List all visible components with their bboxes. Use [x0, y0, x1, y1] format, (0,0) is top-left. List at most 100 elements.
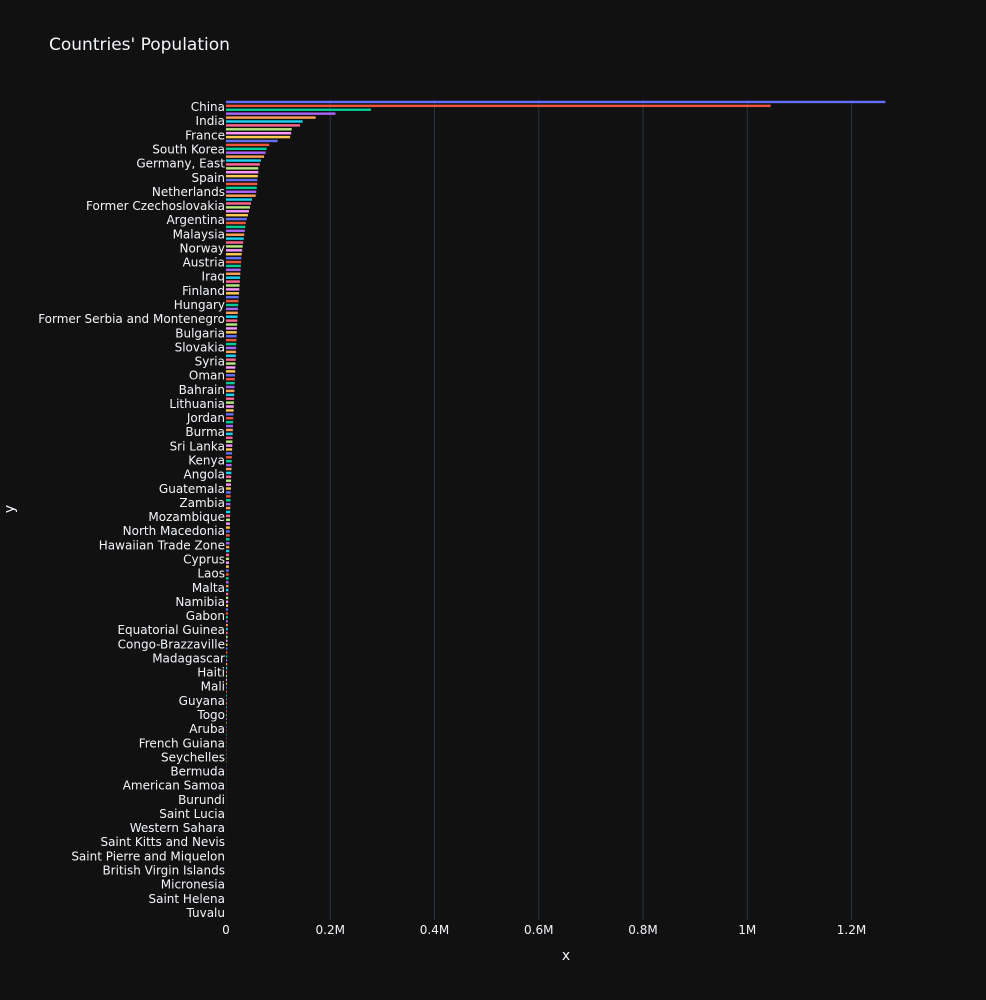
bar[interactable] — [226, 600, 229, 603]
bar[interactable] — [226, 272, 241, 275]
bar[interactable] — [226, 147, 267, 151]
bar[interactable] — [226, 358, 236, 361]
bar[interactable] — [226, 342, 237, 346]
bar[interactable] — [226, 268, 241, 272]
bar[interactable] — [226, 491, 231, 494]
bar[interactable] — [226, 670, 228, 674]
bar[interactable] — [226, 530, 230, 533]
bar[interactable] — [226, 682, 227, 685]
bar[interactable] — [226, 620, 228, 623]
bar[interactable] — [226, 569, 229, 572]
bar[interactable] — [226, 545, 230, 549]
bar[interactable] — [226, 366, 236, 369]
bar[interactable] — [226, 584, 229, 588]
bar[interactable] — [226, 405, 234, 408]
bar[interactable] — [226, 717, 227, 721]
bar[interactable] — [226, 686, 227, 689]
bar[interactable] — [226, 561, 229, 564]
bar[interactable] — [226, 198, 253, 201]
bar[interactable] — [226, 592, 229, 596]
bar[interactable] — [226, 139, 278, 143]
bar[interactable] — [226, 588, 229, 592]
bar[interactable] — [226, 713, 227, 717]
bar[interactable] — [226, 307, 238, 311]
bar[interactable] — [226, 131, 292, 135]
bar[interactable] — [226, 143, 270, 147]
bar[interactable] — [226, 690, 227, 693]
bar[interactable] — [226, 233, 245, 236]
bar[interactable] — [226, 499, 231, 502]
bar[interactable] — [226, 475, 232, 479]
bar[interactable] — [226, 346, 237, 350]
bar[interactable] — [226, 577, 229, 580]
bar[interactable] — [226, 541, 230, 545]
bar[interactable] — [226, 354, 236, 357]
bar[interactable] — [226, 565, 229, 568]
bar[interactable] — [226, 155, 265, 158]
bar[interactable] — [226, 292, 240, 295]
bar[interactable] — [226, 288, 240, 291]
bar[interactable] — [226, 370, 236, 373]
bar[interactable] — [226, 639, 228, 643]
bar[interactable] — [226, 663, 228, 666]
bar[interactable] — [226, 350, 236, 354]
bar[interactable] — [226, 655, 228, 658]
bar[interactable] — [226, 377, 235, 381]
bar[interactable] — [226, 643, 228, 646]
bar[interactable] — [226, 213, 248, 217]
bar[interactable] — [226, 128, 292, 131]
bar[interactable] — [226, 440, 233, 443]
bar[interactable] — [226, 674, 228, 678]
bar[interactable] — [226, 253, 242, 256]
bar[interactable] — [226, 444, 233, 447]
bar[interactable] — [226, 174, 258, 178]
bar[interactable] — [226, 124, 301, 127]
bar[interactable] — [226, 249, 243, 252]
bar[interactable] — [226, 721, 227, 725]
bar[interactable] — [226, 616, 228, 619]
bar[interactable] — [226, 299, 239, 303]
bar[interactable] — [226, 167, 259, 170]
bar[interactable] — [226, 186, 257, 190]
bar[interactable] — [226, 393, 235, 397]
bar[interactable] — [226, 424, 233, 428]
bar[interactable] — [226, 163, 260, 166]
bar[interactable] — [226, 413, 234, 416]
bar[interactable] — [226, 182, 258, 186]
bar[interactable] — [226, 534, 230, 537]
bar[interactable] — [226, 409, 234, 412]
bar[interactable] — [226, 159, 261, 162]
bar[interactable] — [226, 190, 257, 193]
bar[interactable] — [226, 459, 232, 463]
bar[interactable] — [226, 608, 229, 611]
bar[interactable] — [226, 315, 238, 318]
bar[interactable] — [226, 331, 237, 334]
bar[interactable] — [226, 647, 228, 650]
bar[interactable] — [226, 323, 238, 326]
bar[interactable] — [226, 553, 230, 557]
bar[interactable] — [226, 573, 229, 576]
bar[interactable] — [226, 581, 229, 584]
bar[interactable] — [226, 311, 238, 315]
bar[interactable] — [226, 502, 231, 506]
bar[interactable] — [226, 194, 256, 197]
bar[interactable] — [226, 276, 241, 279]
bar[interactable] — [226, 221, 246, 225]
bar[interactable] — [226, 256, 242, 260]
bar[interactable] — [226, 698, 227, 701]
bar[interactable] — [226, 448, 233, 451]
bar[interactable] — [226, 705, 227, 709]
bar[interactable] — [226, 280, 240, 283]
bar[interactable] — [226, 260, 242, 264]
bar[interactable] — [226, 335, 237, 338]
bar[interactable] — [226, 417, 234, 420]
bar[interactable] — [226, 659, 228, 662]
bar[interactable] — [226, 666, 228, 670]
bar[interactable] — [226, 506, 231, 510]
bar[interactable] — [226, 120, 303, 123]
bar[interactable] — [226, 510, 231, 514]
bar[interactable] — [226, 557, 230, 561]
bar[interactable] — [226, 303, 239, 307]
bar[interactable] — [226, 678, 227, 682]
bar[interactable] — [226, 385, 235, 389]
